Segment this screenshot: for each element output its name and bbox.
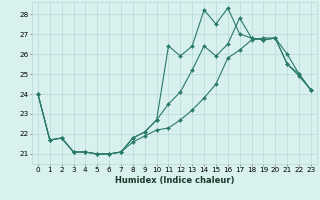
X-axis label: Humidex (Indice chaleur): Humidex (Indice chaleur) <box>115 176 234 185</box>
